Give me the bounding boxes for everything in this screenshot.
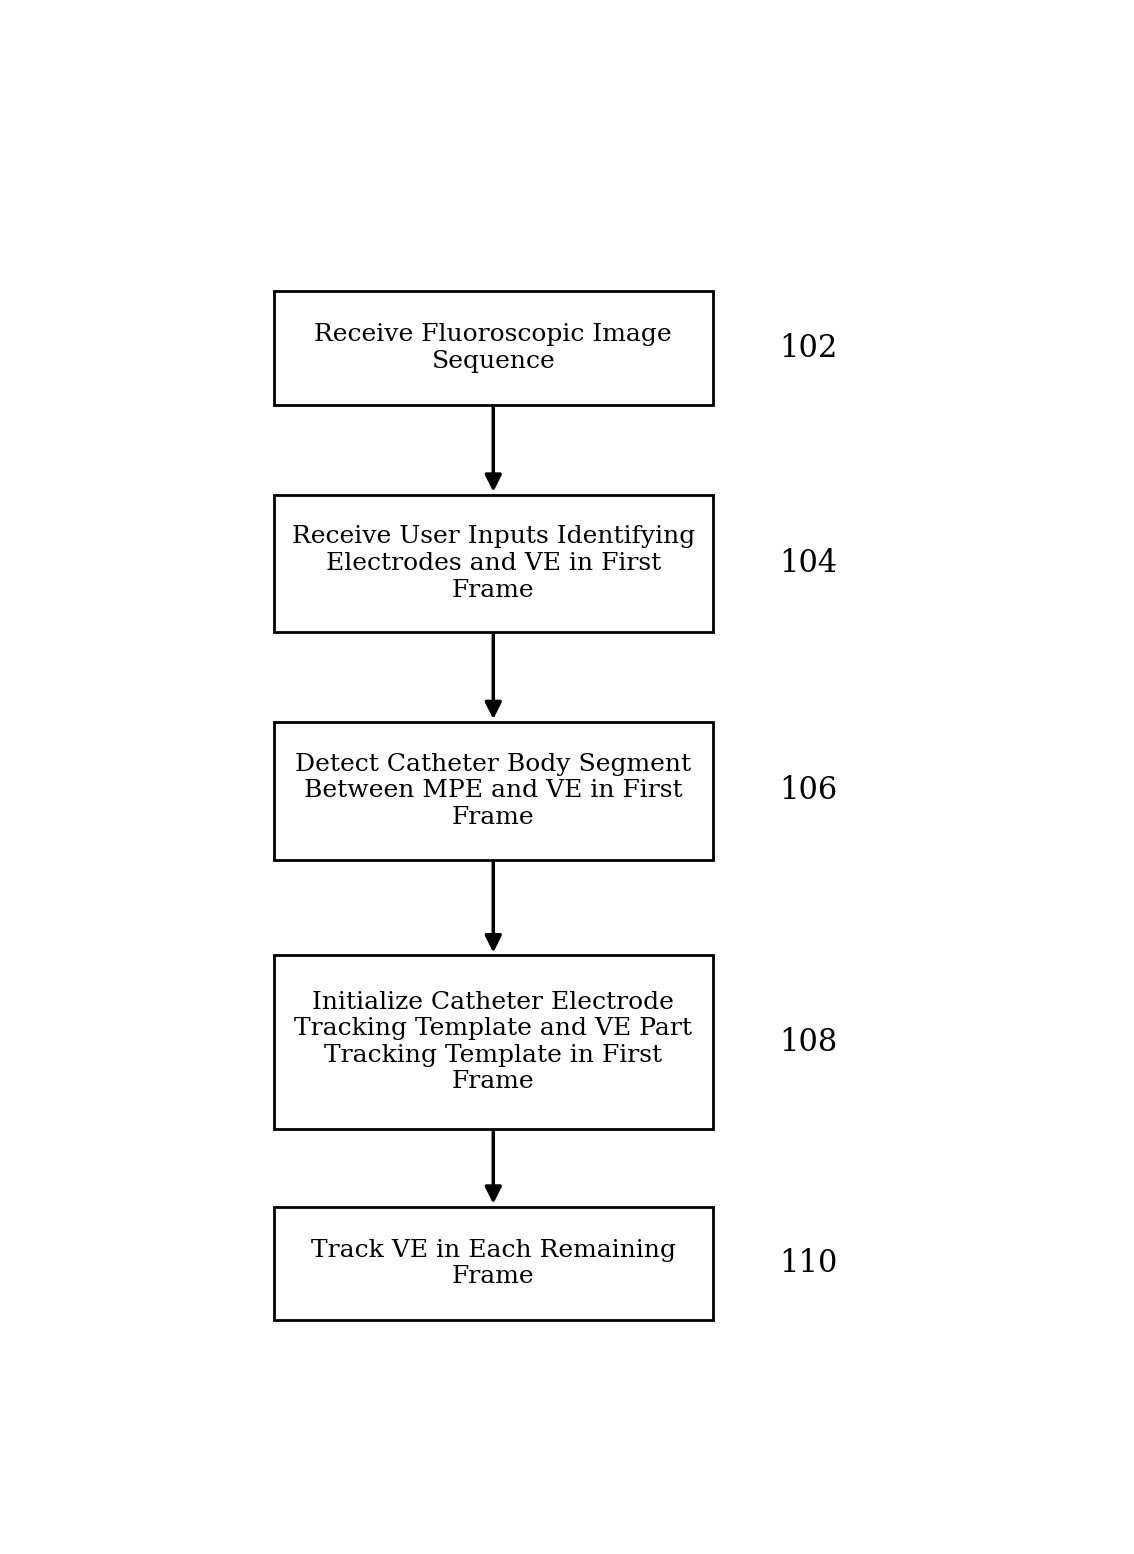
Text: 104: 104 (779, 549, 837, 580)
FancyBboxPatch shape (273, 723, 713, 859)
FancyBboxPatch shape (273, 956, 713, 1128)
Text: 102: 102 (779, 333, 837, 364)
Text: Receive User Inputs Identifying
Electrodes and VE in First
Frame: Receive User Inputs Identifying Electrod… (291, 525, 695, 601)
Text: 108: 108 (779, 1027, 837, 1058)
Text: Receive Fluoroscopic Image
Sequence: Receive Fluoroscopic Image Sequence (314, 323, 672, 373)
FancyBboxPatch shape (273, 291, 713, 406)
FancyBboxPatch shape (273, 494, 713, 632)
Text: Initialize Catheter Electrode
Tracking Template and VE Part
Tracking Template in: Initialize Catheter Electrode Tracking T… (295, 990, 692, 1094)
Text: Track VE in Each Remaining
Frame: Track VE in Each Remaining Frame (311, 1239, 676, 1288)
Text: Detect Catheter Body Segment
Between MPE and VE in First
Frame: Detect Catheter Body Segment Between MPE… (295, 752, 692, 828)
Text: 106: 106 (779, 775, 837, 807)
Text: 110: 110 (779, 1248, 837, 1279)
FancyBboxPatch shape (273, 1206, 713, 1321)
